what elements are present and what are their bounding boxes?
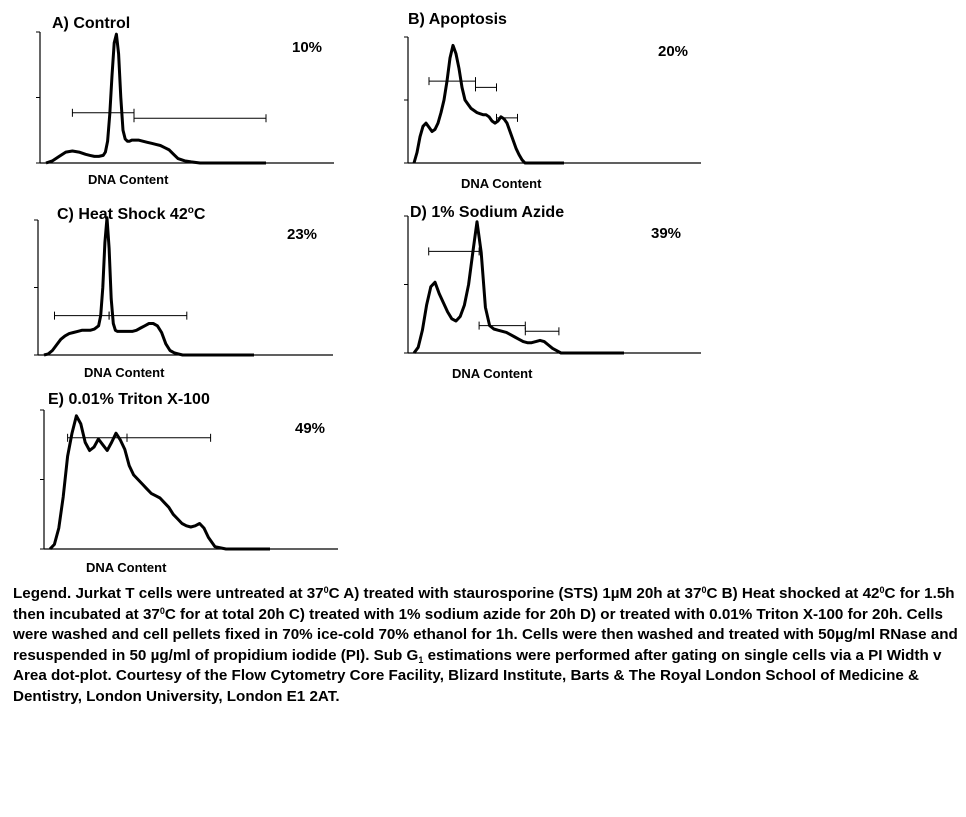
legend-text-9: estimations were performed after gating …: [13, 646, 942, 705]
panel-title-b: B) Apoptosis: [408, 11, 507, 28]
histogram-line-b: [412, 43, 564, 165]
panel-title-e: E) 0.01% Triton X-100: [48, 391, 210, 408]
legend-text-6: C for at total 20h C) treated with 1% so…: [13, 605, 943, 644]
x-axis-label-c: DNA Content: [84, 365, 165, 380]
histogram-line-d: [412, 220, 624, 355]
panel-a: A) Control 10% DNA Content: [36, 15, 334, 187]
x-axis-label-a: DNA Content: [88, 172, 169, 187]
panel-b: B) Apoptosis 20% DNA Content: [404, 11, 701, 191]
legend-mu-1: µ: [610, 585, 620, 602]
gate-marker-b-2: [496, 113, 518, 122]
legend-text-2: C A) treated with staurosporine (STS) 1: [328, 585, 611, 602]
panel-title-a: A) Control: [52, 15, 130, 32]
panel-title-d: D) 1% Sodium Azide: [410, 204, 564, 221]
gate-marker-a-0: [71, 108, 135, 117]
legend-sup-4: 0: [159, 605, 165, 616]
gate-marker-e-1: [126, 433, 212, 442]
legend-mu-3: µ: [150, 646, 160, 664]
sub-g1-percent-b: 20%: [658, 43, 688, 60]
x-axis-label-d: DNA Content: [452, 366, 533, 381]
legend-sup-1: 0: [323, 585, 329, 595]
panel-title-c: C) Heat Shock 42oC: [57, 205, 206, 223]
legend-text-8: g/ml of propidium iodide (PI). Sub G: [159, 646, 419, 664]
histogram-line-e: [48, 414, 270, 551]
sub-g1-percent-e: 49%: [295, 420, 325, 437]
legend-text-1: Legend. Jurkat T cells were untreated at…: [13, 585, 324, 602]
legend-text-7: g/ml RNase and resuspended in 50: [13, 626, 958, 664]
sub-g1-percent-c: 23%: [287, 226, 317, 243]
histogram-line-c: [43, 216, 254, 357]
gate-marker-d-1: [478, 321, 526, 330]
x-axis-label-e: DNA Content: [86, 560, 167, 575]
panel-d: D) 1% Sodium Azide 39% DNA Content: [404, 204, 701, 381]
legend-text-5: C for 1.5h then incubated at 37: [13, 585, 955, 623]
panel-e: E) 0.01% Triton X-100 49% DNA Content: [40, 391, 338, 575]
histogram-line-a: [45, 32, 266, 165]
x-axis-label-b: DNA Content: [461, 176, 542, 191]
gate-marker-c-1: [108, 311, 188, 320]
gate-marker-b-1: [475, 83, 497, 92]
sub-g1-percent-d: 39%: [651, 225, 681, 242]
gate-marker-d-0: [428, 247, 480, 256]
legend-text-4: C B) Heat shocked at 42: [706, 585, 880, 602]
sub-g1-percent-a: 10%: [292, 39, 322, 56]
gate-marker-b-0: [428, 77, 476, 86]
legend-sup-3: 0: [879, 585, 885, 595]
gate-marker-d-2: [524, 327, 560, 336]
legend-text-3: M 20h at 37: [619, 585, 702, 602]
figure-panels: A) Control 10% DNA Content B) Apoptosis 20% D…: [34, 11, 701, 575]
figure-legend: Legend. Jurkat T cells were untreated at…: [13, 584, 958, 707]
legend-mu-2: µ: [835, 626, 844, 643]
legend-sup-2: 0: [701, 585, 707, 595]
panel-c: C) Heat Shock 42oC 23% DNA Content: [34, 205, 333, 380]
gate-marker-a-1: [133, 114, 267, 123]
legend-sub-1: 1: [418, 654, 424, 665]
